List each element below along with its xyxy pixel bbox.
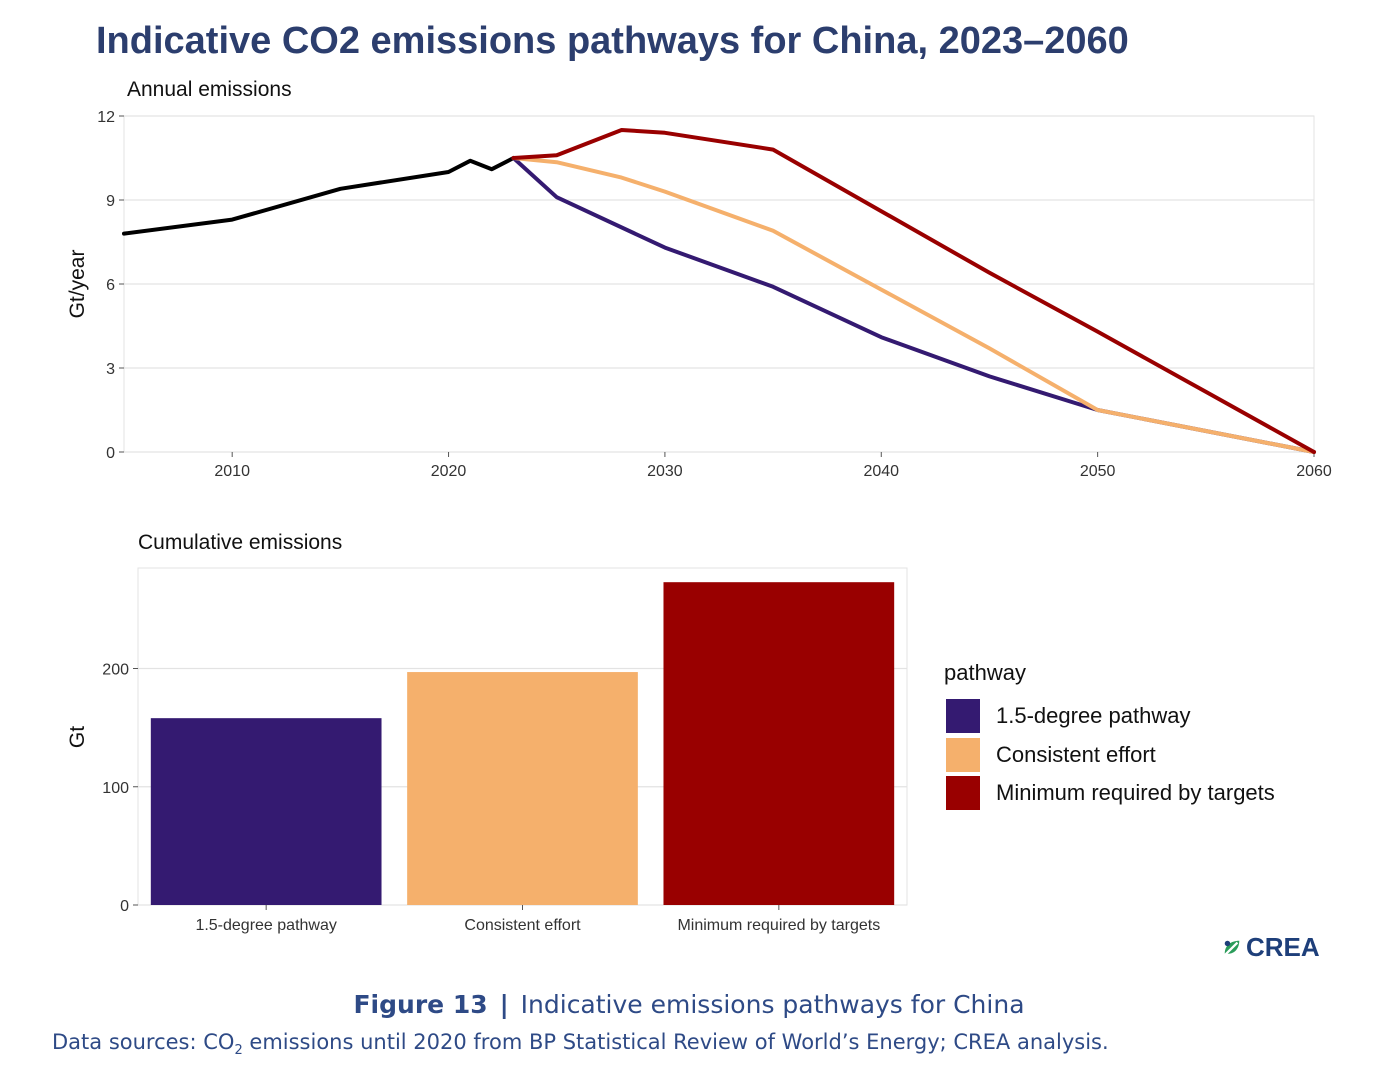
cumulative-y-tick-label: 100 [102,780,129,797]
cumulative-y-axis-label: Gt [66,726,89,748]
legend-swatch-consistent-effort [946,738,980,772]
annual-x-tick-label: 2020 [431,463,467,480]
annual-gridlines [123,115,1315,453]
cumulative-y-tick-label: 200 [102,662,129,679]
legend-item-minimum-required: Minimum required by targets [946,776,1275,810]
bar-consistent-effort [407,672,638,905]
x-tick-label-1-5-degree-pathway: 1.5-degree pathway [195,917,336,934]
legend-swatch-minimum-required [946,776,980,810]
charts-svg: Annual emissions Gt/year 0 3 6 9 12 2010 2020… [66,78,1332,934]
sources-text-before: Data sources: CO [52,1030,235,1054]
annual-emissions-subtitle: Annual emissions [127,78,292,101]
data-sources-note: Data sources: CO2 emissions until 2020 f… [52,1030,1109,1058]
annual-x-ticks: 2010 2020 2030 2040 2050 2060 [214,452,1332,480]
annual-y-tick-label: 12 [97,109,115,126]
legend-label-consistent-effort: Consistent effort [996,742,1156,767]
bar-1-5-degree-pathway [150,718,382,905]
cumulative-emissions-chart: Cumulative emissions Gt 0 100 200 1.5-degr… [66,531,908,934]
annual-y-ticks: 0 3 6 9 12 [97,109,124,462]
sources-subscript: 2 [234,1043,243,1059]
series-line-historical [122,156,516,236]
annual-x-tick-label: 2050 [1080,463,1116,480]
crea-leaf-icon [1224,940,1240,955]
annual-series-lines [122,128,1316,454]
crea-logo: CREA [1222,932,1320,963]
annual-emissions-chart: Annual emissions Gt/year 0 3 6 9 12 2010 2020… [66,78,1332,480]
annual-x-tick-label: 2040 [863,463,899,480]
legend-label-minimum-required: Minimum required by targets [996,780,1275,805]
annual-x-tick-label: 2060 [1296,463,1332,480]
figure-caption: Figure 13 | Indicative emissions pathway… [0,990,1378,1019]
caption-text: Indicative emissions pathways for China [520,990,1025,1019]
annual-y-tick-label: 6 [106,277,115,294]
cumulative-y-tick-label: 0 [120,898,129,915]
cumulative-emissions-subtitle: Cumulative emissions [138,531,342,554]
series-line-consistent-effort [511,156,1316,454]
annual-y-tick-label: 9 [106,193,115,210]
annual-y-tick-label: 3 [106,361,115,378]
cumulative-y-ticks: 0 100 200 [102,662,138,915]
crea-logo-text: CREA [1246,932,1320,962]
sources-text-after: emissions until 2020 from BP Statistical… [242,1030,1109,1054]
cumulative-x-ticks: 1.5-degree pathway Consistent effort Minim… [195,905,880,934]
legend-item-consistent-effort: Consistent effort [946,738,1156,772]
caption-separator: | [499,990,509,1019]
cumulative-bars [150,582,895,905]
chart-title: Indicative CO2 emissions pathways for Ch… [96,20,1129,62]
annual-y-tick-label: 0 [106,445,115,462]
figure-number: Figure 13 [353,990,488,1019]
x-tick-label-consistent-effort: Consistent effort [464,917,581,934]
bar-minimum-required-by-targets [663,582,895,905]
legend-item-1-5-degree: 1.5-degree pathway [946,699,1190,733]
legend-title: pathway [944,660,1026,685]
annual-x-tick-label: 2010 [214,463,250,480]
legend-swatch-1-5-degree [946,699,980,733]
annual-x-tick-label: 2030 [647,463,683,480]
series-line-minimum-required-by-targets [511,128,1316,454]
x-tick-label-minimum-required-by-targets: Minimum required by targets [677,917,880,934]
legend-label-1-5-degree: 1.5-degree pathway [996,703,1191,728]
annual-y-axis-label: Gt/year [66,250,89,319]
